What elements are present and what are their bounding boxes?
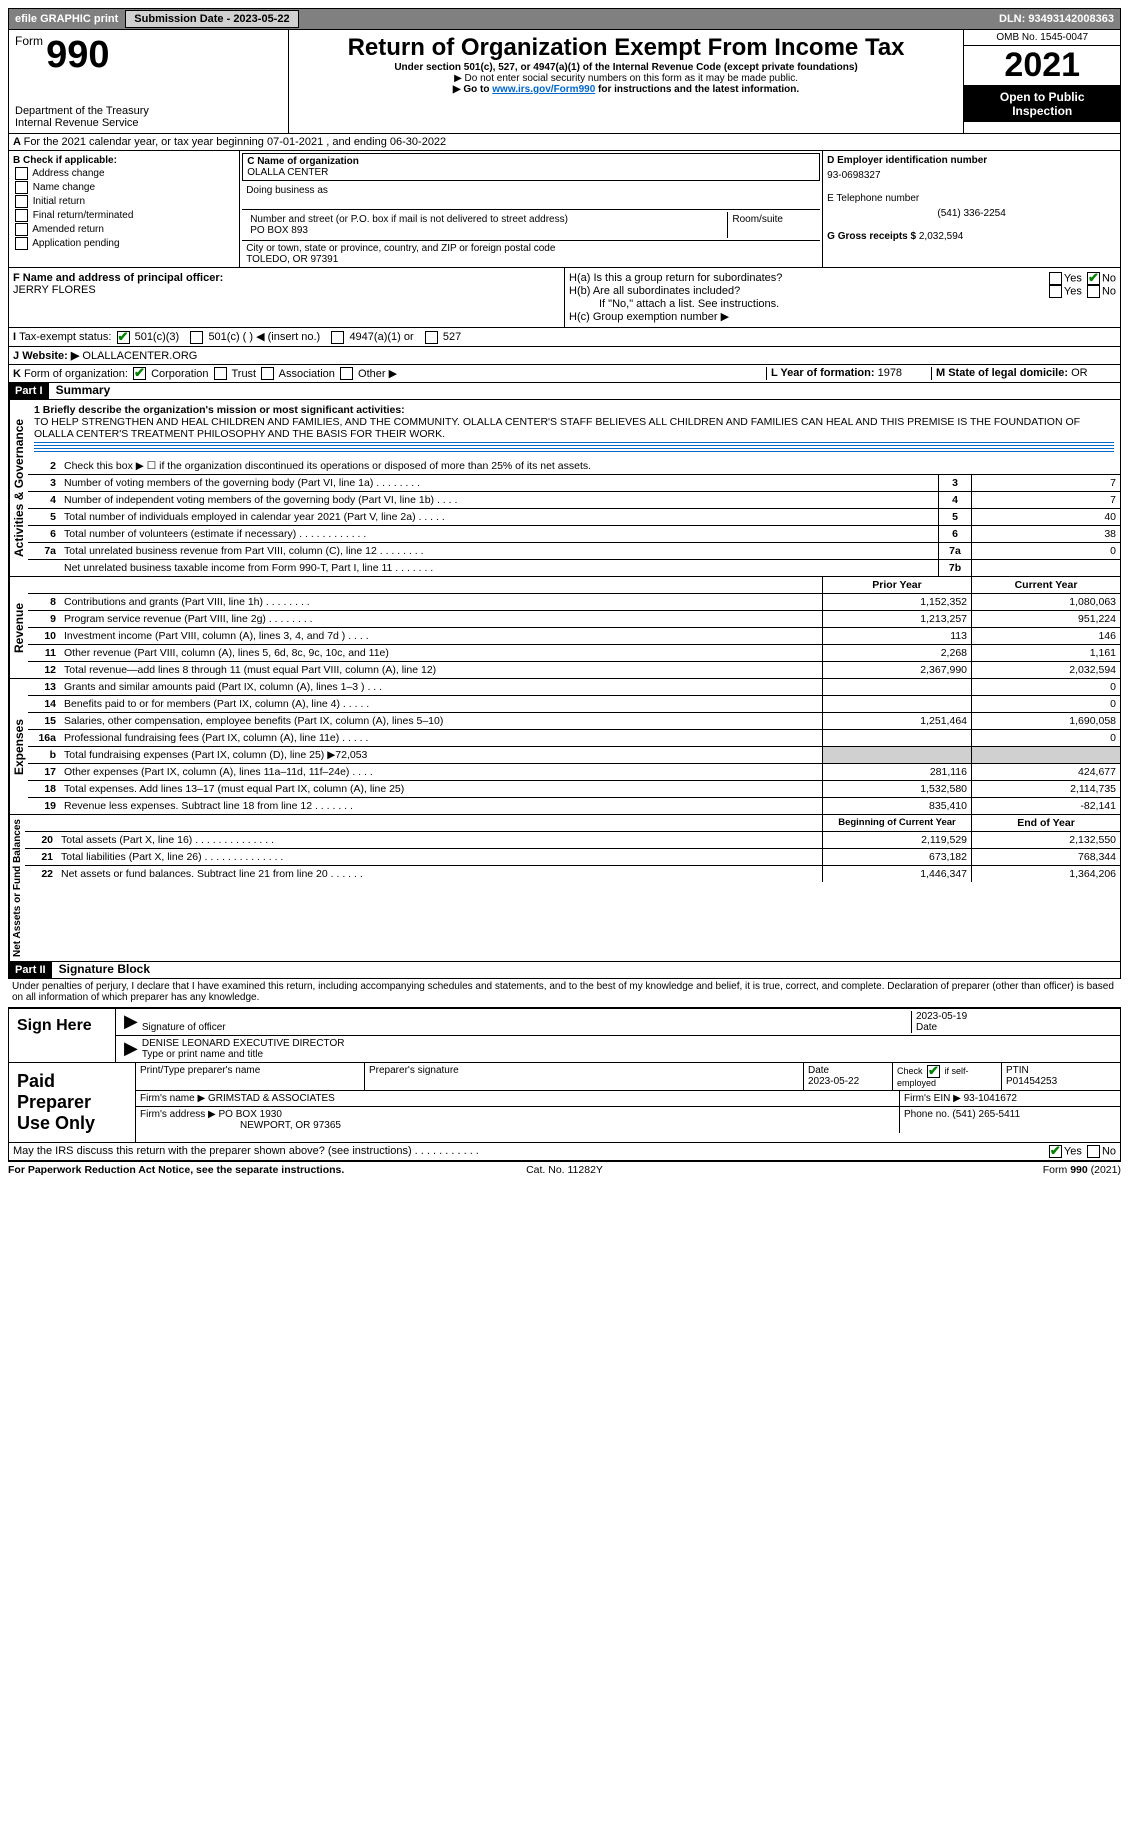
checkbox-name-change[interactable]	[15, 181, 28, 194]
paid-label: Paid Preparer Use Only	[9, 1063, 136, 1142]
checkbox-amended[interactable]	[15, 223, 28, 236]
arrow-icon: ▶	[120, 1011, 142, 1033]
part-1-header: Part I Summary	[8, 383, 1121, 400]
form-number: 990	[46, 34, 109, 76]
exp-vert-label: Expenses	[9, 679, 28, 814]
preparer-date: 2023-05-22	[808, 1076, 888, 1087]
submission-date-button[interactable]: Submission Date - 2023-05-22	[125, 10, 298, 28]
line-j-website: J Website: ▶ OLALLACENTER.ORG	[8, 347, 1121, 365]
checkbox-final-return[interactable]	[15, 209, 28, 222]
street-address: PO BOX 893	[250, 225, 723, 236]
city-state-zip: TOLEDO, OR 97391	[246, 254, 816, 265]
firm-phone: (541) 265-5411	[952, 1109, 1020, 1120]
expenses-table: Expenses 13Grants and similar amounts pa…	[8, 679, 1121, 815]
officer-name: DENISE LEONARD EXECUTIVE DIRECTOR	[142, 1038, 1116, 1049]
form-page-label: Form 990 (2021)	[750, 1164, 1121, 1176]
ssn-note: ▶ Do not enter social security numbers o…	[295, 73, 958, 84]
section-fh: F Name and address of principal officer:…	[8, 268, 1121, 328]
efile-topbar: efile GRAPHIC print Submission Date - 20…	[8, 8, 1121, 30]
line-i-tax-exempt: I Tax-exempt status: 501(c)(3) 501(c) ( …	[8, 328, 1121, 347]
penalty-statement: Under penalties of perjury, I declare th…	[8, 979, 1121, 1005]
phone-value: (541) 336-2254	[827, 204, 1116, 231]
checkbox-group-no[interactable]	[1087, 272, 1100, 285]
checkbox-discuss-yes[interactable]	[1049, 1145, 1062, 1158]
omb-number: OMB No. 1545-0047	[964, 30, 1120, 45]
form-word: Form	[15, 34, 43, 48]
checkbox-501c3[interactable]	[117, 331, 130, 344]
checkbox-address-change[interactable]	[15, 167, 28, 180]
firm-ein: 93-1041672	[964, 1093, 1017, 1104]
discuss-line: May the IRS discuss this return with the…	[8, 1143, 1121, 1161]
form-header: Form 990 Department of the Treasury Inte…	[8, 30, 1121, 134]
gross-receipts: 2,032,594	[919, 231, 964, 242]
page-footer: For Paperwork Reduction Act Notice, see …	[8, 1161, 1121, 1178]
dln-label: DLN: 93493142008363	[993, 11, 1120, 27]
irs-link[interactable]: www.irs.gov/Form990	[492, 84, 595, 95]
dept-treasury: Department of the Treasury	[15, 105, 282, 117]
sign-date: 2023-05-19	[916, 1011, 1116, 1022]
paid-preparer-block: Paid Preparer Use Only Print/Type prepar…	[8, 1063, 1121, 1143]
activities-governance-table: Activities & Governance 1 Briefly descri…	[8, 400, 1121, 577]
checkbox-corporation[interactable]	[133, 367, 146, 380]
gov-vert-label: Activities & Governance	[9, 400, 28, 576]
revenue-table: Revenue Prior YearCurrent Year 8Contribu…	[8, 577, 1121, 679]
checkbox-app-pending[interactable]	[15, 237, 28, 250]
website-value: OLALLACENTER.ORG	[82, 350, 197, 362]
checkbox-self-employed[interactable]	[927, 1065, 940, 1078]
irs-label: Internal Revenue Service	[15, 117, 282, 129]
state-domicile: OR	[1071, 367, 1088, 379]
net-assets-table: Net Assets or Fund Balances Beginning of…	[8, 815, 1121, 962]
goto-note: ▶ Go to www.irs.gov/Form990 for instruct…	[295, 84, 958, 95]
open-public-badge: Open to Public Inspection	[964, 86, 1120, 122]
sign-here-label: Sign Here	[9, 1009, 116, 1062]
tax-year: 2021	[964, 45, 1120, 86]
ptin-value: P01454253	[1006, 1076, 1116, 1087]
arrow-icon: ▶	[120, 1038, 142, 1060]
org-name: OLALLA CENTER	[247, 167, 815, 178]
checkbox-initial-return[interactable]	[15, 195, 28, 208]
principal-officer: JERRY FLORES	[13, 284, 560, 296]
mission-text: TO HELP STRENGTHEN AND HEAL CHILDREN AND…	[34, 416, 1114, 440]
net-vert-label: Net Assets or Fund Balances	[9, 815, 25, 961]
firm-addr2: NEWPORT, OR 97365	[140, 1120, 341, 1131]
firm-addr1: PO BOX 1930	[219, 1109, 282, 1120]
form-title: Return of Organization Exempt From Incom…	[295, 34, 958, 62]
line-klm: K Form of organization: Corporation Trus…	[8, 365, 1121, 384]
firm-name: GRIMSTAD & ASSOCIATES	[208, 1093, 335, 1104]
form-subtitle: Under section 501(c), 527, or 4947(a)(1)…	[295, 62, 958, 73]
ein-value: 93-0698327	[827, 166, 1116, 193]
part-2-header: Part II Signature Block	[8, 962, 1121, 979]
paperwork-notice: For Paperwork Reduction Act Notice, see …	[8, 1164, 379, 1176]
section-a-tax-year: A For the 2021 calendar year, or tax yea…	[8, 134, 1121, 151]
sign-here-block: Sign Here ▶ Signature of officer 2023-05…	[8, 1007, 1121, 1063]
box-b-checkboxes: B Check if applicable: Address change Na…	[9, 151, 240, 267]
rev-vert-label: Revenue	[9, 577, 28, 678]
efile-label: efile GRAPHIC print	[9, 11, 124, 27]
section-bcd: B Check if applicable: Address change Na…	[8, 151, 1121, 268]
year-formation: 1978	[878, 367, 902, 379]
cat-number: Cat. No. 11282Y	[379, 1164, 750, 1176]
